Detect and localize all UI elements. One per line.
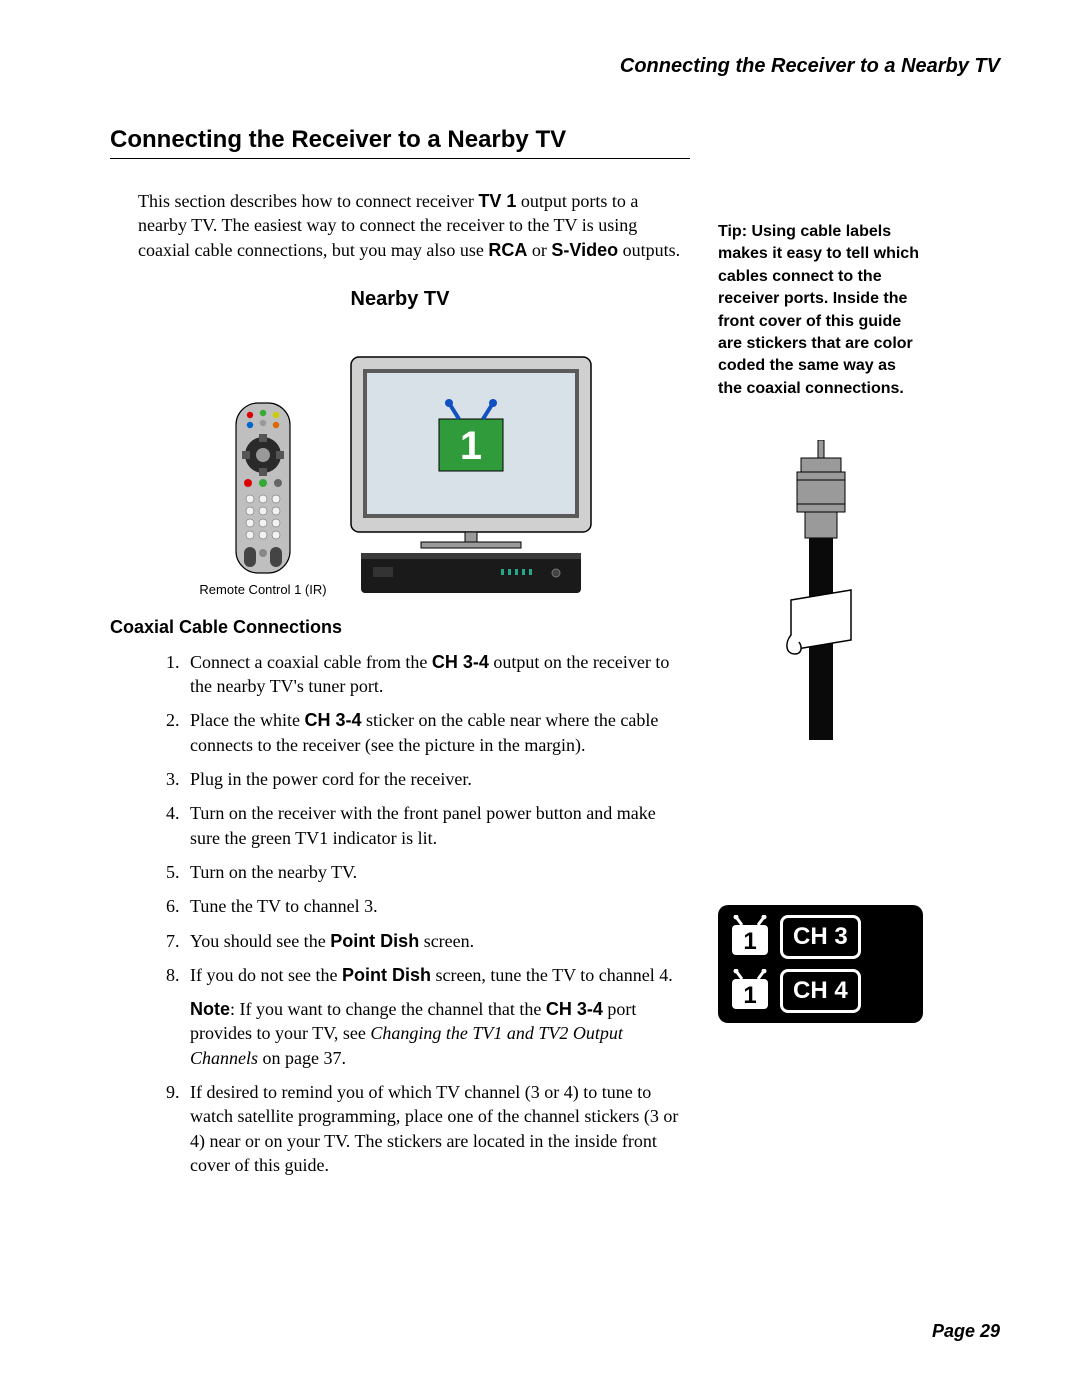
step-bold: Point Dish: [342, 965, 431, 985]
step-bold: CH 3-4: [432, 652, 489, 672]
running-header: Connecting the Receiver to a Nearby TV: [110, 55, 1000, 78]
steps-list: Connect a coaxial cable from the CH 3-4 …: [160, 650, 690, 1177]
tv-badge-number: 1: [459, 424, 481, 468]
intro-bold-tv1: TV 1: [478, 191, 516, 211]
step-text: Turn on the receiver with the front pane…: [190, 803, 656, 847]
step-bold: CH 3-4: [304, 710, 361, 730]
step-text: If you do not see the: [190, 965, 342, 985]
channel-label: CH 4: [780, 969, 861, 1013]
step-bold: Point Dish: [330, 931, 419, 951]
subsection-title: Coaxial Cable Connections: [110, 617, 690, 638]
step-item: If desired to remind you of which TV cha…: [184, 1080, 690, 1177]
step-text: Turn on the nearby TV.: [190, 862, 357, 882]
note-text: : If you want to change the channel that…: [230, 999, 546, 1019]
cable-illustration: [718, 440, 923, 740]
step-item: Turn on the receiver with the front pane…: [184, 801, 690, 850]
step-text: screen.: [419, 931, 474, 951]
tv-icon: 1: [341, 347, 601, 597]
intro-text: This section describes how to connect re…: [138, 191, 478, 211]
note-bold: CH 3-4: [546, 999, 603, 1019]
step-text: You should see the: [190, 931, 330, 951]
remote-icon: [228, 401, 298, 576]
sticker-row: 1 CH 4: [728, 969, 913, 1013]
step-text: Connect a coaxial cable from the: [190, 652, 432, 672]
remote-caption: Remote Control 1 (IR): [199, 582, 326, 597]
tv-badge-icon: 1: [728, 915, 772, 959]
step-text: Plug in the power cord for the receiver.: [190, 769, 472, 789]
coax-cable-icon: [761, 440, 881, 740]
intro-paragraph: This section describes how to connect re…: [138, 189, 690, 262]
sticker-row: 1 CH 3: [728, 915, 913, 959]
diagram-title: Nearby TV: [110, 288, 690, 311]
note-text: on page 37.: [258, 1048, 346, 1068]
step-item: If you do not see the Point Dish screen,…: [184, 963, 690, 1070]
step-item: Turn on the nearby TV.: [184, 860, 690, 884]
step-item: Tune the TV to channel 3.: [184, 894, 690, 918]
svg-text:1: 1: [743, 928, 756, 955]
step-item: Place the white CH 3-4 sticker on the ca…: [184, 708, 690, 757]
channel-stickers: 1 CH 3 1 CH 4: [718, 905, 923, 1023]
note-label: Note: [190, 999, 230, 1019]
svg-text:1: 1: [743, 982, 756, 1009]
step-text: Place the white: [190, 710, 304, 730]
step-item: Connect a coaxial cable from the CH 3-4 …: [184, 650, 690, 699]
main-column: Connecting the Receiver to a Nearby TV T…: [110, 126, 690, 1187]
step-text: If desired to remind you of which TV cha…: [190, 1082, 678, 1175]
tv-badge-icon: 1: [728, 969, 772, 1013]
intro-bold-rca: RCA: [488, 240, 527, 260]
step-item: You should see the Point Dish screen.: [184, 929, 690, 953]
step-item: Plug in the power cord for the receiver.: [184, 767, 690, 791]
page-number: Page 29: [932, 1321, 1000, 1342]
diagram: Nearby TV: [110, 288, 690, 597]
step-text: screen, tune the TV to channel 4.: [431, 965, 673, 985]
section-title: Connecting the Receiver to a Nearby TV: [110, 126, 690, 159]
intro-bold-svideo: S-Video: [551, 240, 618, 260]
step-text: Tune the TV to channel 3.: [190, 896, 378, 916]
channel-label: CH 3: [780, 915, 861, 959]
intro-text: or: [527, 240, 551, 260]
sidebar: Tip: Using cable labels makes it easy to…: [718, 126, 923, 1187]
intro-text: outputs.: [618, 240, 680, 260]
step-note: Note: If you want to change the channel …: [190, 997, 690, 1070]
tip-text: Tip: Using cable labels makes it easy to…: [718, 221, 923, 400]
